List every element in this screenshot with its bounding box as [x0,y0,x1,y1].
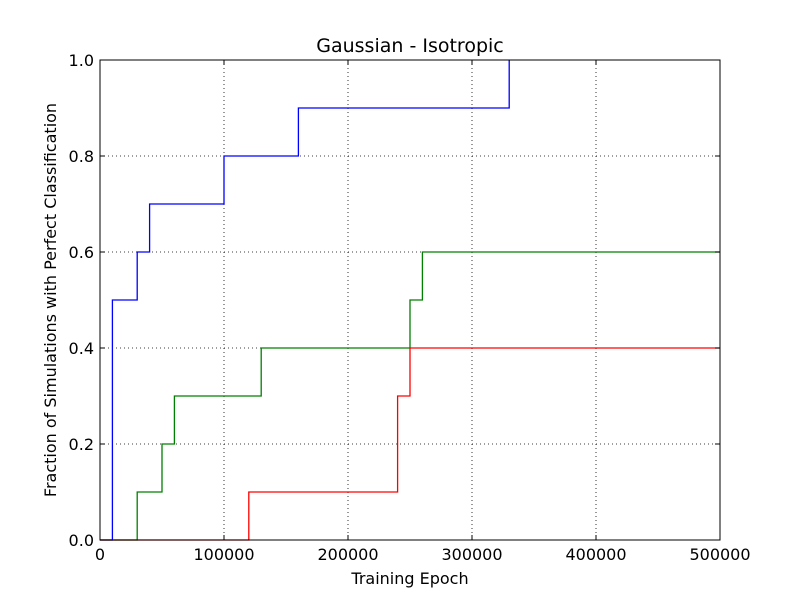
x-tick-label: 500000 [689,545,750,564]
chart-title: Gaussian - Isotropic [316,35,504,57]
ticks [99,59,721,541]
series-line-1 [100,251,720,541]
y-tick-label: 1.0 [69,51,94,70]
y-tick-label: 0.4 [69,339,94,358]
x-tick-label: 0 [95,545,105,564]
series-line-0 [100,60,510,541]
series-group [100,60,720,541]
x-tick-label: 200000 [317,545,378,564]
plot-frame [99,59,721,541]
x-tick-label: 400000 [565,545,626,564]
x-axis-label: Training Epoch [350,569,468,588]
x-tick-label: 300000 [441,545,502,564]
y-tick-label: 0.8 [69,147,94,166]
y-tick-labels: 0.0 0.2 0.4 0.6 0.8 1.0 [69,51,94,550]
series-line-2 [100,347,720,541]
y-tick-label: 0.0 [69,531,94,550]
y-tick-label: 0.6 [69,243,94,262]
y-tick-label: 0.2 [69,435,94,454]
y-axis-label: Fraction of Simulations with Perfect Cla… [41,103,60,497]
x-tick-label: 100000 [193,545,254,564]
x-tick-labels: 0 100000 200000 300000 400000 500000 [95,545,751,564]
